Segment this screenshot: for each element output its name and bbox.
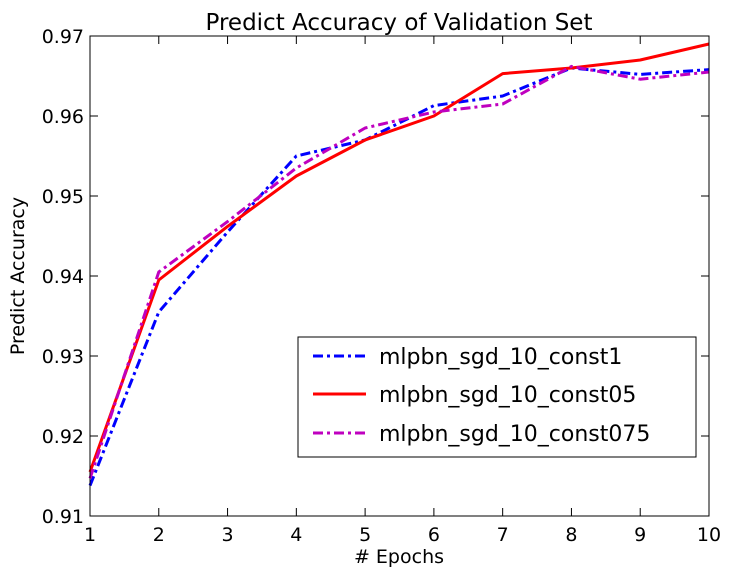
y-axis-label: Predict Accuracy [7, 197, 29, 355]
x-tick-label: 9 [634, 524, 646, 546]
x-tick-label: 4 [290, 524, 302, 546]
x-tick-label: 6 [428, 524, 440, 546]
series-line-1 [88, 66, 710, 487]
chart-title: Predict Accuracy of Validation Set [206, 10, 593, 36]
y-tick-label: 0.91 [42, 506, 84, 528]
y-tick-label: 0.95 [42, 186, 84, 208]
legend: mlpbn_sgd_10_const1 mlpbn_sgd_10_const05m… [297, 336, 697, 458]
legend-label-1: mlpbn_sgd_10_const1 [379, 345, 622, 370]
series-line-2 [88, 42, 710, 473]
legend-label-3: mlpbn_sgd_10_const075 [379, 422, 650, 447]
y-tick-label: 0.97 [42, 26, 84, 48]
x-tick-label: 3 [222, 524, 234, 546]
y-tick-label: 0.94 [42, 266, 84, 288]
legend-label-2: mlpbn_sgd_10_const05 [379, 383, 636, 408]
y-tick-label: 0.93 [42, 346, 84, 368]
ticks-layer: 1 2 3 4 5 6 7 8 9 10 0.91 0.92 0.93 0.94 0.95 0.96 0.97 [42, 26, 721, 546]
x-tick-label: 5 [359, 524, 371, 546]
series-line-3 [88, 64, 710, 479]
x-tick-label: 8 [565, 524, 577, 546]
x-tick-label: 1 [84, 524, 96, 546]
series-layer [88, 42, 710, 487]
y-tick-label: 0.96 [42, 106, 84, 128]
x-tick-label: 2 [153, 524, 165, 546]
x-tick-label: 10 [697, 524, 721, 546]
x-tick-label: 7 [497, 524, 509, 546]
x-axis-label: # Epochs [354, 546, 444, 568]
y-tick-label: 0.92 [42, 426, 84, 448]
